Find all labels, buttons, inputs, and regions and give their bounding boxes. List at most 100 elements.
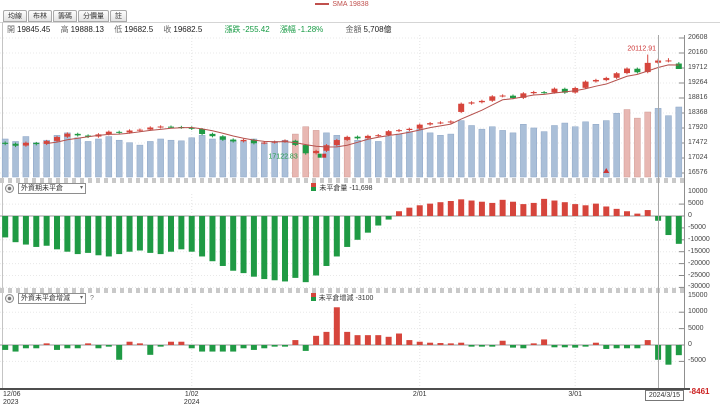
x-axis-label: 2/01 [412,391,427,398]
volume-bar [53,135,61,178]
volume-bar [209,138,216,178]
volume-bar [634,117,641,178]
volume-bar [561,122,569,178]
oi-bar [665,216,672,236]
oi-change-bar [541,339,548,345]
oi-bar [354,216,361,240]
oi-change-bar [12,345,19,352]
oi-bar [282,216,288,282]
oi-panel-settings-icon[interactable] [5,184,14,193]
volume-bar [115,139,123,178]
volume-bar [499,130,506,178]
y-axis-label: 16576 [688,169,708,176]
low-value: 19682.5 [124,25,154,34]
candle-body [54,137,60,141]
oi-indicator-select[interactable]: 外資期未平倉 ▾ [18,183,86,194]
quote-bar: 開 19845.45 高 19888.13 低 19682.5 收 19682.5 漲跌… [7,24,400,35]
oi-change-chart-canvas[interactable] [0,304,684,388]
volume-bar [292,133,299,178]
x-axis-label: 12/06 2023 [3,391,21,406]
oi-bar [178,216,185,250]
oi-change-bar [396,333,402,345]
oi-change-bar [416,341,423,345]
oi-change-bar [64,345,71,349]
oi-change-panel-settings-icon[interactable] [5,294,14,303]
oi-change-bar [499,340,506,345]
y-axis-label: -10000 [688,235,710,243]
sma-legend-dash-icon [315,3,330,6]
oi-change-bar [603,345,610,349]
tab-chips[interactable]: 籌碼 [53,10,77,22]
oi-change-bar [95,345,102,349]
oi-chart-canvas[interactable] [0,194,684,288]
oi-bar [644,210,651,216]
volume-bar [571,126,579,178]
price-annotation: 20112.91 [627,46,656,53]
price-annotation: 17122.83 [269,154,298,161]
oi-change-bar [219,345,226,352]
oi-bar [406,207,413,216]
oi-change-bar [468,345,475,347]
tab-bollinger[interactable]: 布林 [28,10,52,22]
x-axis-label: 1/02 2024 [183,391,200,406]
oi-bar [230,216,237,271]
oi-change-bar [592,342,599,345]
amount-label: 金額 [345,25,362,34]
candle-body [592,79,599,82]
oi-change-bar [168,341,174,345]
oi-bar [541,198,548,216]
oi-legend: 未平倉量 -11,698 [0,183,684,193]
volume-bar [157,138,164,178]
oi-bar [447,201,454,216]
candle-body [572,87,579,93]
oi-change-bar [447,343,454,345]
oi-bar [64,216,71,252]
tab-price-volume[interactable]: 分價量 [78,10,109,22]
oi-bar [478,201,485,216]
oi-bar [95,216,102,256]
candle-body [302,145,309,154]
high-value: 19888.13 [70,25,104,34]
candle-body [136,129,143,131]
oi-change-bar [209,345,216,352]
candle-body [168,126,174,128]
candle-body [199,129,206,135]
oi-change-indicator-select[interactable]: 外資未平倉增減 ▾ [18,293,86,304]
oi-bar [427,203,434,216]
candle-body [644,62,651,73]
oi-bar [333,216,340,257]
candle-body [416,124,423,129]
volume-bar [167,139,175,178]
frame-top-border [0,22,720,23]
oi-bar [551,200,558,216]
tab-note[interactable]: 註 [110,10,127,22]
oi-change-bar [675,345,682,356]
oi-change-bar [530,343,537,345]
oi-change-bar [644,340,651,345]
help-icon[interactable]: ? [90,295,94,302]
volume-bar [665,115,672,178]
volume-bar [613,112,620,178]
candle-body [209,133,216,137]
main-chart-canvas[interactable]: 20112.91 17122.83 [0,35,684,178]
candle-body [333,140,340,146]
oi-bar [199,216,206,257]
volume-bar [126,142,133,178]
oi-change-bar [510,345,516,348]
sma-legend-text: SMA 19838 [332,1,369,8]
oi-bar [12,216,19,243]
oi-change-legend: 未平倉增減 -3100 [0,293,684,303]
y-axis-label: 17024 [688,154,708,161]
volume-bar [457,120,465,178]
oi-change-bar [624,345,630,349]
oi-change-bar [147,345,154,355]
oi-legend-text: 未平倉量 -11,698 [319,185,373,192]
volume-bar [375,141,382,178]
candle-body [478,100,485,103]
oi-bar [396,211,402,216]
oi-bar [572,204,579,216]
open-label: 開 [7,25,15,34]
tab-ma[interactable]: 均線 [3,10,27,22]
min-value-label: -8461 [689,387,710,396]
oi-bar [634,213,641,216]
